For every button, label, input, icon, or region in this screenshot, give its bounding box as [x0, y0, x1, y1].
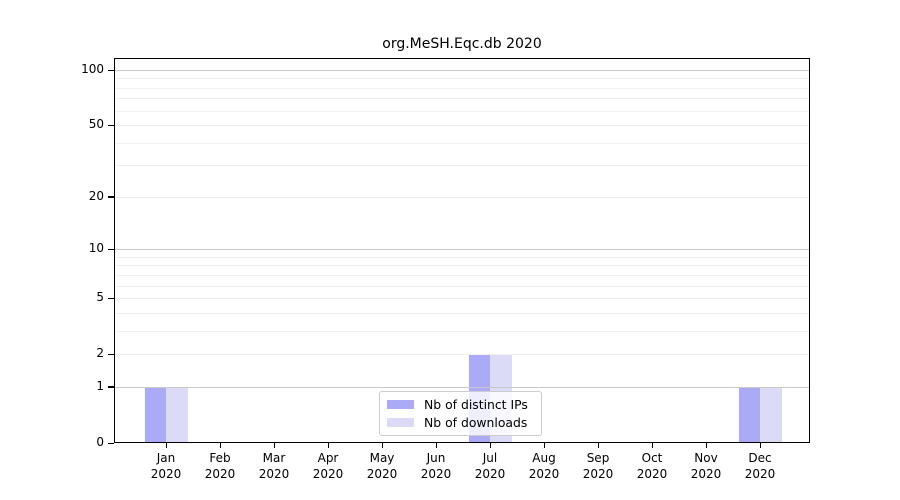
minor-gridline — [114, 196, 810, 198]
x-axis-tick — [597, 443, 599, 448]
minor-gridline — [114, 125, 810, 127]
x-axis-tick-label: Aug 2020 — [514, 450, 574, 482]
x-axis-tick-label-line: 2020 — [204, 467, 236, 481]
legend: Nb of distinct IPs Nb of downloads — [379, 391, 542, 436]
x-axis-tick-label: Jun 2020 — [406, 450, 466, 482]
x-axis-tick — [327, 443, 329, 448]
x-axis-tick-label-line: 2020 — [258, 467, 290, 481]
legend-label-downloads: Nb of downloads — [424, 415, 528, 430]
y-axis-tick — [108, 353, 114, 355]
x-axis-tick-label-line: Apr — [317, 451, 339, 465]
x-axis-tick-label: Dec 2020 — [730, 450, 790, 482]
minor-gridline — [114, 165, 810, 167]
x-axis-tick-label-line: 2020 — [528, 467, 560, 481]
bar-distinct-ips — [738, 386, 760, 443]
y-axis-tick — [108, 442, 114, 444]
y-axis-tick — [108, 196, 114, 198]
legend-swatch-distinct-ips-icon — [387, 400, 414, 409]
x-axis-tick-label-line: Aug — [532, 451, 556, 465]
y-axis-tick-label: 1 — [96, 378, 104, 393]
x-axis-tick-label: Nov 2020 — [676, 450, 736, 482]
legend-label-distinct-ips: Nb of distinct IPs — [424, 397, 528, 412]
y-axis-tick — [108, 297, 114, 299]
x-axis-tick — [381, 443, 383, 448]
minor-gridline — [114, 274, 810, 276]
x-axis-tick — [435, 443, 437, 448]
x-axis-tick-label-line: 2020 — [150, 467, 182, 481]
x-axis-tick-label-line: Jun — [426, 451, 446, 465]
x-axis-tick-label-line: Mar — [262, 451, 286, 465]
y-axis-tick-label: 10 — [88, 241, 104, 256]
minor-gridline — [114, 312, 810, 314]
minor-gridline — [114, 298, 810, 300]
x-axis-tick-label: Sep 2020 — [568, 450, 628, 482]
minor-gridline — [114, 354, 810, 356]
x-axis-tick-label-line: Nov — [694, 451, 718, 465]
y-axis-tick — [108, 124, 114, 127]
legend-swatch-downloads-icon — [387, 418, 414, 427]
legend-row: Nb of distinct IPs — [387, 397, 535, 412]
bar-distinct-ips — [144, 386, 166, 443]
y-axis-tick-label: 5 — [96, 290, 104, 305]
y-axis-tick-label: 0 — [96, 435, 104, 449]
minor-gridline — [114, 110, 810, 112]
x-axis-tick-label-line: 2020 — [312, 467, 344, 481]
x-axis-tick — [489, 443, 491, 448]
minor-gridline — [114, 285, 810, 287]
x-axis-tick-label: May 2020 — [352, 450, 412, 482]
x-axis-tick-label: Mar 2020 — [244, 450, 304, 482]
x-axis-tick-label-line: 2020 — [366, 467, 398, 481]
y-axis-tick — [108, 69, 114, 71]
y-axis-tick-label: 2 — [96, 346, 104, 361]
x-axis-tick — [219, 443, 221, 448]
x-axis-tick-label-line: 2020 — [420, 467, 452, 481]
x-axis-tick — [543, 443, 545, 448]
x-axis-tick-label: Apr 2020 — [298, 450, 358, 482]
legend-row: Nb of downloads — [387, 415, 535, 430]
x-axis-tick — [705, 443, 707, 448]
x-axis-tick-label-line: Sep — [586, 451, 610, 465]
x-axis-tick — [165, 443, 167, 448]
y-axis-tick — [108, 248, 114, 250]
x-axis-tick-label-line: May — [369, 451, 395, 465]
minor-gridline — [114, 78, 810, 80]
x-axis-tick — [651, 443, 653, 448]
major-gridline — [114, 386, 810, 388]
plot-frame — [114, 58, 810, 443]
y-axis-tick — [108, 386, 114, 388]
minor-gridline — [114, 87, 810, 89]
y-axis-tick-label: 50 — [88, 117, 104, 132]
bar-downloads — [166, 386, 188, 443]
minor-gridline — [114, 142, 810, 144]
x-axis-tick-label-line: 2020 — [690, 467, 722, 481]
x-axis-tick-label-line: 2020 — [474, 467, 506, 481]
x-axis-tick-label: Jan 2020 — [136, 450, 196, 482]
x-axis-tick-label-line: 2020 — [744, 467, 776, 481]
minor-gridline — [114, 98, 810, 100]
x-axis-tick-label-line: Dec — [748, 451, 772, 465]
x-axis-tick-label-line: Oct — [641, 451, 663, 465]
x-axis-tick-label-line: Feb — [209, 451, 231, 465]
x-axis-tick-label-line: 2020 — [636, 467, 668, 481]
x-axis-tick-label: Feb 2020 — [190, 450, 250, 482]
x-axis-tick — [273, 443, 275, 448]
minor-gridline — [114, 330, 810, 332]
major-gridline — [114, 70, 810, 71]
bar-downloads — [760, 386, 782, 443]
y-axis-tick-label: 100 — [81, 62, 104, 76]
x-axis-tick-label-line: 2020 — [582, 467, 614, 481]
y-axis-tick-label: 20 — [88, 188, 104, 203]
major-gridline — [114, 249, 810, 251]
x-axis-tick — [759, 443, 761, 448]
x-axis-tick-label-line: Jan — [156, 451, 176, 465]
chart-title: org.MeSH.Eqc.db 2020 — [382, 36, 542, 52]
minor-gridline — [114, 265, 810, 267]
minor-gridline — [114, 256, 810, 258]
x-axis-tick-label-line: Jul — [482, 451, 498, 465]
x-axis-tick-label: Jul 2020 — [460, 450, 520, 482]
x-axis-tick-label: Oct 2020 — [622, 450, 682, 482]
